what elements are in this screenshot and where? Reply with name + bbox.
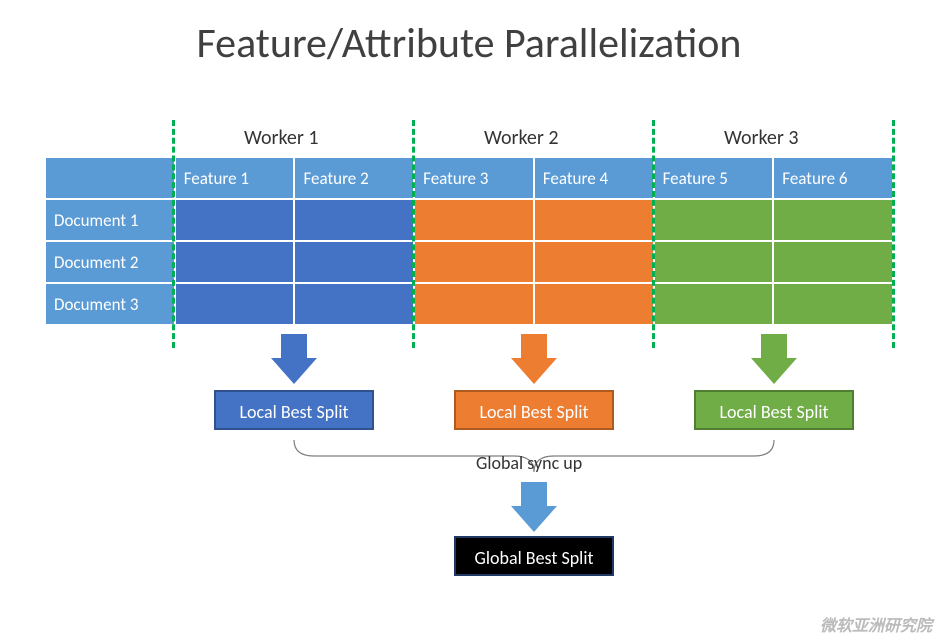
partition-line [892,120,895,348]
worker-2-label: Worker 2 [484,126,559,150]
header-feature: Feature 4 [534,157,654,199]
arrow-down-icon [511,482,557,532]
local-best-split-box: Local Best Split [214,390,374,430]
cell [654,241,774,283]
doc-label: Document 2 [45,241,175,283]
header-blank [45,157,175,199]
cell [175,199,295,241]
cell [534,241,654,283]
doc-label: Document 3 [45,283,175,325]
arrow-down-icon [271,334,317,384]
partition-line [412,120,415,348]
worker-1-label: Worker 1 [244,126,319,150]
local-best-split-box: Local Best Split [454,390,614,430]
cell [414,283,534,325]
cell [294,283,414,325]
cell [175,241,295,283]
cell [414,199,534,241]
partition-line [172,120,175,348]
cell [773,283,893,325]
cell [654,283,774,325]
cell [534,283,654,325]
cell [175,283,295,325]
header-feature: Feature 5 [654,157,774,199]
local-best-split-box: Local Best Split [694,390,854,430]
cell [534,199,654,241]
watermark: 微软亚洲研究院 [820,612,932,636]
cell [294,241,414,283]
header-feature: Feature 2 [294,157,414,199]
diagram-stage: Worker 1 Worker 2 Worker 3 Feature 1 Fea… [44,120,894,326]
global-best-split-box: Global Best Split [454,536,614,576]
partition-line [652,120,655,348]
cell [773,199,893,241]
arrow-down-icon [511,334,557,384]
arrow-down-icon [751,334,797,384]
doc-label: Document 1 [45,199,175,241]
cell [773,241,893,283]
header-feature: Feature 6 [773,157,893,199]
cell [654,199,774,241]
global-sync-label: Global sync up [476,452,582,474]
cell [414,241,534,283]
worker-3-label: Worker 3 [724,126,799,150]
header-feature: Feature 3 [414,157,534,199]
cell [294,199,414,241]
page-title: Feature/Attribute Parallelization [0,0,938,69]
brace-connector-icon [44,434,894,494]
header-feature: Feature 1 [175,157,295,199]
